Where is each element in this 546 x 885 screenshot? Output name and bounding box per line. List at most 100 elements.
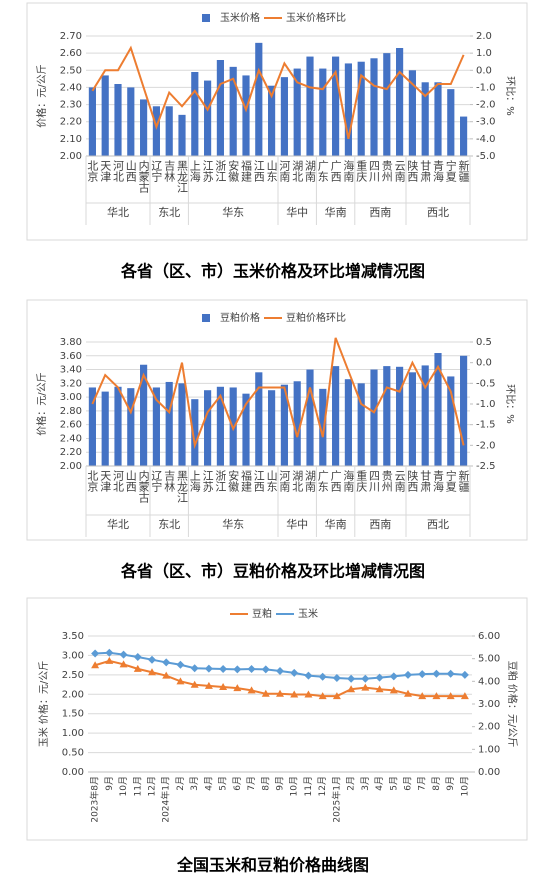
bar xyxy=(434,353,442,466)
point-marker xyxy=(247,686,256,694)
x-tick-label: 天津 xyxy=(99,160,112,182)
point-marker xyxy=(204,681,213,689)
bar xyxy=(242,75,250,156)
x-tick-label: 上海 xyxy=(188,160,201,183)
x-tick-label: 四川 xyxy=(368,470,381,492)
x-tick-label: 8月 xyxy=(431,776,442,791)
x-tick-label: 12月 xyxy=(147,776,158,796)
x-tick-label: 11月 xyxy=(303,776,314,796)
y2-tick-label: -5.0 xyxy=(476,151,496,162)
x-tick-label: 9月 xyxy=(275,776,286,791)
x-tick-label: 陕西 xyxy=(406,469,419,492)
x-tick-label: 2月 xyxy=(346,776,357,791)
point-marker xyxy=(91,661,100,669)
y2-axis-label: 环比：% xyxy=(504,384,516,424)
point-marker xyxy=(404,670,412,679)
bar xyxy=(447,376,455,466)
x-tick-label: 天津 xyxy=(99,470,112,492)
bar xyxy=(101,75,109,156)
x-tick-label: 12月 xyxy=(317,776,328,796)
y2-tick-label: 2.00 xyxy=(478,722,500,733)
y2-tick-label: 0.5 xyxy=(476,337,492,348)
y-tick-label: 0.50 xyxy=(62,748,84,759)
point-marker xyxy=(418,670,427,679)
bar xyxy=(191,72,199,156)
point-marker xyxy=(446,669,455,678)
point-marker xyxy=(304,690,313,698)
y2-tick-label: 5.00 xyxy=(478,654,500,665)
point-marker xyxy=(190,664,199,673)
point-marker xyxy=(176,677,185,685)
bar xyxy=(421,365,429,466)
bar xyxy=(242,393,250,466)
x-tick-label: 宁夏 xyxy=(444,159,457,182)
x-tick-label: 广东 xyxy=(316,470,329,492)
point-marker xyxy=(233,684,242,692)
x-tick-label: 2月 xyxy=(175,776,186,791)
x-tick-label: 黑龙江 xyxy=(176,160,189,193)
y-tick-label: 2.00 xyxy=(60,151,82,162)
bar xyxy=(216,386,224,466)
y2-tick-label: -1.0 xyxy=(476,82,496,93)
x-tick-label: 新疆 xyxy=(457,159,470,182)
y-tick-label: 2.50 xyxy=(62,670,84,681)
x-tick-label: 北京 xyxy=(86,160,99,183)
bar xyxy=(255,42,263,156)
region-label: 华北 xyxy=(107,517,129,531)
y2-tick-label: -2.0 xyxy=(476,100,496,111)
x-tick-label: 3月 xyxy=(360,776,371,791)
point-marker xyxy=(418,692,427,700)
point-marker xyxy=(105,648,114,657)
legend-swatch xyxy=(202,14,210,22)
x-tick-label: 内蒙古 xyxy=(137,469,150,503)
bar xyxy=(114,84,122,156)
x-tick-label: 甘肃 xyxy=(419,470,432,493)
chart-frame xyxy=(26,597,528,841)
line-series xyxy=(91,337,465,450)
point-marker xyxy=(219,665,228,674)
x-tick-label: 山西 xyxy=(124,470,137,492)
region-label: 华南 xyxy=(325,205,347,219)
y2-tick-label: 4.00 xyxy=(478,676,500,687)
bar xyxy=(344,379,352,466)
x-tick-label: 浙江 xyxy=(214,470,227,492)
line-series xyxy=(91,45,465,140)
x-tick-label: 吉林 xyxy=(163,160,176,182)
x-tick-label: 5月 xyxy=(388,776,399,791)
x-tick-label: 湖南 xyxy=(304,470,317,492)
bar xyxy=(101,391,109,466)
y2-tick-label: -2.5 xyxy=(476,461,496,472)
point-marker xyxy=(332,692,341,700)
point-marker xyxy=(105,656,114,664)
bar xyxy=(127,87,135,156)
x-tick-label: 山西 xyxy=(124,160,137,182)
y-axis-label: 价格：元/公斤 xyxy=(35,372,48,435)
legend-label: 玉米价格 xyxy=(220,11,260,24)
x-tick-label: 贵州 xyxy=(380,470,393,492)
y-tick-label: 3.80 xyxy=(60,337,82,348)
point-marker xyxy=(332,673,341,682)
x-tick-label: 江苏 xyxy=(201,160,214,183)
x-tick-label: 重庆 xyxy=(355,469,368,493)
point-marker xyxy=(190,680,199,688)
y2-axis-label: 环比：% xyxy=(504,76,516,116)
bar xyxy=(319,388,327,466)
x-tick-label: 广西 xyxy=(329,160,342,182)
x-tick-label: 北京 xyxy=(86,470,99,493)
bar xyxy=(332,56,340,157)
x-tick-label: 贵州 xyxy=(380,160,393,182)
x-tick-label: 3月 xyxy=(189,776,200,791)
region-label: 东北 xyxy=(158,518,180,531)
point-marker xyxy=(148,655,156,664)
region-label: 西北 xyxy=(427,206,449,219)
bar xyxy=(383,53,391,157)
bar xyxy=(460,116,468,156)
y-tick-label: 2.60 xyxy=(60,420,82,431)
point-marker xyxy=(247,665,256,674)
bar xyxy=(178,114,186,156)
y-tick-label: 2.40 xyxy=(60,433,82,444)
x-tick-label: 江西 xyxy=(252,160,265,182)
x-tick-label: 10月 xyxy=(289,776,300,796)
x-tick-label: 重庆 xyxy=(355,159,368,183)
x-tick-label: 黑龙江 xyxy=(176,470,189,503)
